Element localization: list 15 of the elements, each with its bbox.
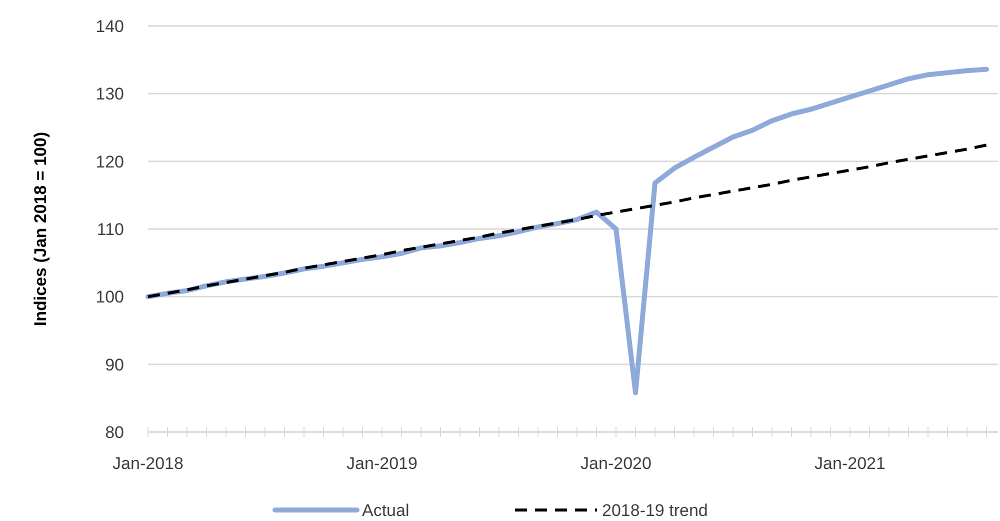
legend-label: 2018-19 trend bbox=[602, 501, 708, 520]
y-tick-label: 140 bbox=[96, 17, 124, 36]
y-tick-label: 100 bbox=[96, 288, 124, 307]
legend-label: Actual bbox=[362, 501, 410, 520]
y-tick-label: 130 bbox=[96, 84, 124, 104]
x-tick-label: Jan-2019 bbox=[346, 454, 418, 473]
x-tick-label: Jan-2021 bbox=[814, 454, 886, 473]
y-tick-label: 110 bbox=[96, 220, 124, 239]
line-series bbox=[146, 144, 988, 298]
x-tick-label: Jan-2018 bbox=[112, 454, 184, 473]
y-tick-label: 80 bbox=[105, 423, 124, 442]
y-tick-label: 90 bbox=[105, 355, 124, 374]
y-tick-label: 120 bbox=[96, 152, 124, 172]
y-axis-title: Indices (Jan 2018 = 100) bbox=[31, 132, 50, 326]
x-tick-label: Jan-2020 bbox=[580, 454, 652, 473]
